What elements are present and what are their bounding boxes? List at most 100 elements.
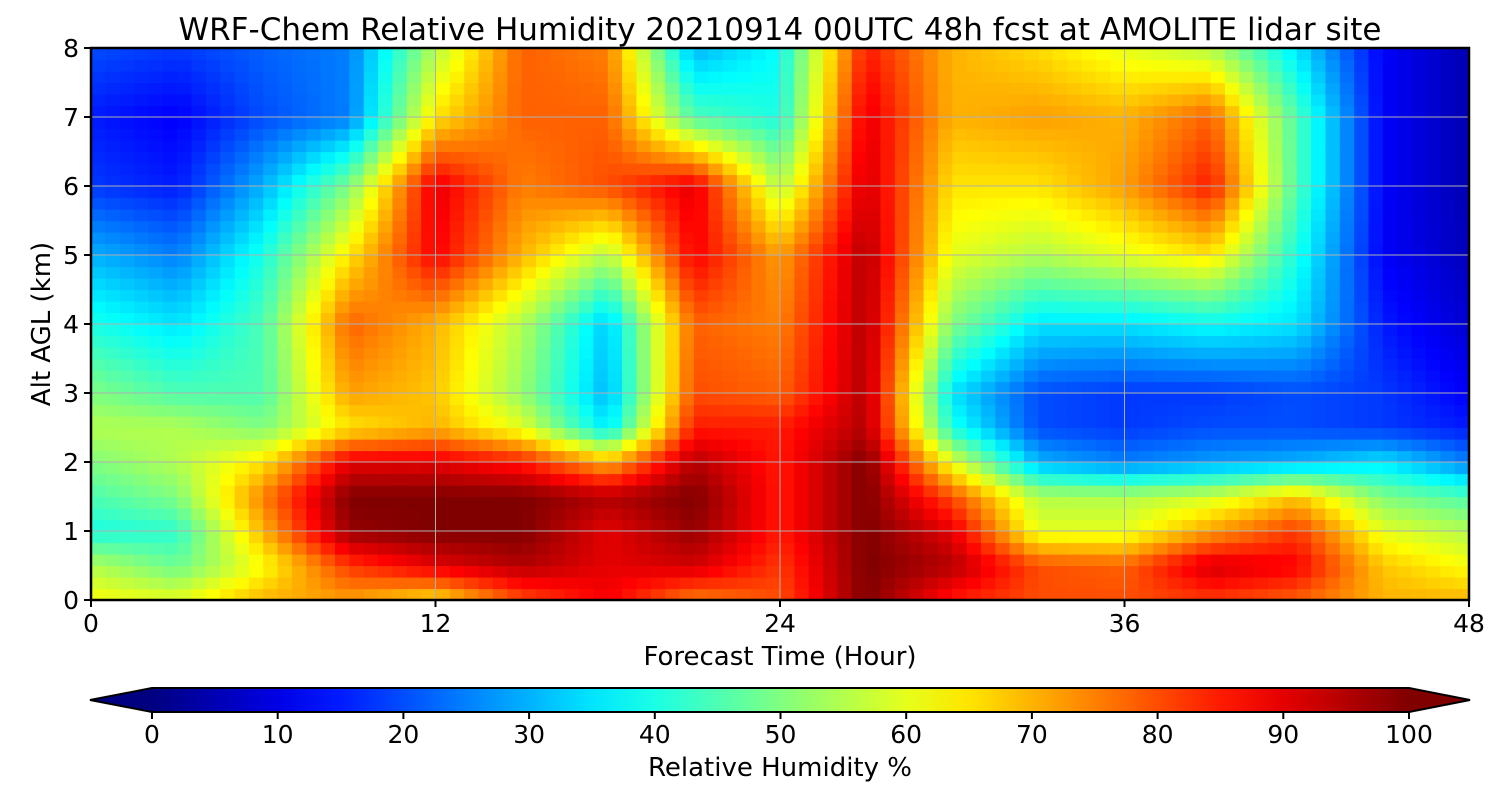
heat-cell	[478, 59, 494, 72]
heat-cell	[823, 312, 839, 325]
heat-cell	[464, 301, 480, 314]
heat-cell	[1224, 531, 1240, 544]
heat-cell	[1382, 48, 1398, 61]
heat-cell	[679, 473, 695, 486]
heat-cell	[794, 508, 810, 521]
heat-cell	[837, 554, 853, 567]
heat-cell	[980, 59, 996, 72]
heat-cell	[1138, 347, 1154, 360]
heat-cell	[550, 542, 566, 555]
heat-cell	[177, 508, 193, 521]
heat-cell	[708, 588, 724, 600]
heat-cell	[1181, 450, 1197, 463]
heat-cell	[751, 370, 767, 383]
heat-cell	[923, 186, 939, 199]
heat-cell	[1239, 186, 1255, 199]
heat-cell	[1425, 289, 1441, 302]
heat-cell	[435, 393, 451, 406]
heat-cell	[1354, 266, 1370, 279]
heat-cell	[1397, 186, 1413, 199]
heat-cell	[880, 485, 896, 498]
heat-cell	[234, 174, 250, 187]
heat-cell	[1282, 117, 1298, 130]
heat-cell	[277, 301, 293, 314]
heat-cell	[1067, 71, 1083, 84]
heat-cell	[521, 301, 537, 314]
heat-cell	[406, 289, 422, 302]
heat-cell	[1210, 358, 1226, 371]
heat-cell	[837, 128, 853, 141]
heat-cell	[794, 588, 810, 600]
heat-cell	[291, 485, 307, 498]
heat-cell	[191, 554, 207, 567]
heat-cell	[1210, 289, 1226, 302]
heat-cell	[363, 462, 379, 475]
heat-cell	[607, 485, 623, 498]
heat-cell	[1196, 335, 1212, 348]
heat-cell	[205, 209, 221, 222]
heat-cell	[320, 508, 336, 521]
heat-cell	[550, 519, 566, 532]
heat-cell	[1339, 473, 1355, 486]
heat-cell	[248, 94, 264, 107]
heat-cell	[1181, 347, 1197, 360]
heat-cell	[880, 220, 896, 233]
heat-cell	[1024, 312, 1039, 325]
heat-cell	[492, 427, 508, 440]
heat-cell	[492, 347, 508, 360]
heat-cell	[593, 473, 609, 486]
heat-cell	[1095, 324, 1111, 337]
heat-cell	[937, 565, 953, 578]
heat-cell	[91, 289, 106, 302]
heat-cell	[1138, 266, 1154, 279]
heat-cell	[636, 565, 652, 578]
heat-cell	[1253, 335, 1269, 348]
heat-cell	[507, 531, 523, 544]
heat-cell	[492, 232, 508, 245]
heat-cell	[378, 381, 394, 394]
heat-cell	[593, 163, 609, 176]
heat-cell	[335, 427, 350, 440]
heat-cell	[722, 209, 738, 222]
heat-cell	[579, 128, 594, 141]
heat-cell	[134, 508, 150, 521]
heat-cell	[1311, 197, 1327, 210]
heat-cell	[952, 48, 968, 61]
heat-cell	[1224, 128, 1240, 141]
heat-cell	[464, 588, 480, 600]
heat-cell	[1181, 163, 1197, 176]
heat-cell	[162, 335, 178, 348]
heat-cell	[980, 554, 996, 567]
heat-cell	[521, 209, 537, 222]
heat-cell	[248, 105, 264, 118]
heat-cell	[823, 485, 839, 498]
heat-cell	[1425, 71, 1441, 84]
heat-cell	[751, 439, 767, 452]
heat-cell	[291, 335, 307, 348]
heat-cell	[392, 186, 408, 199]
heat-cell	[1181, 439, 1197, 452]
heat-cell	[1124, 163, 1140, 176]
heat-cell	[492, 243, 508, 256]
heat-cell	[1210, 209, 1226, 222]
heat-cell	[607, 588, 623, 600]
heat-cell	[579, 416, 594, 429]
heat-cell	[1038, 209, 1054, 222]
heat-cell	[1196, 220, 1212, 233]
heat-cell	[1095, 358, 1111, 371]
heat-cell	[277, 117, 293, 130]
heat-cell	[105, 312, 121, 325]
heat-cell	[277, 404, 293, 417]
heat-cell	[923, 450, 939, 463]
heat-cell	[1325, 197, 1341, 210]
heat-cell	[736, 220, 752, 233]
heat-cell	[679, 577, 695, 590]
heat-cell	[708, 243, 724, 256]
heat-cell	[105, 94, 121, 107]
heat-cell	[1268, 427, 1283, 440]
heat-cell	[449, 128, 465, 141]
heat-cell	[995, 496, 1011, 509]
heat-cell	[1024, 209, 1039, 222]
heat-cell	[320, 128, 336, 141]
heat-cell	[550, 94, 566, 107]
